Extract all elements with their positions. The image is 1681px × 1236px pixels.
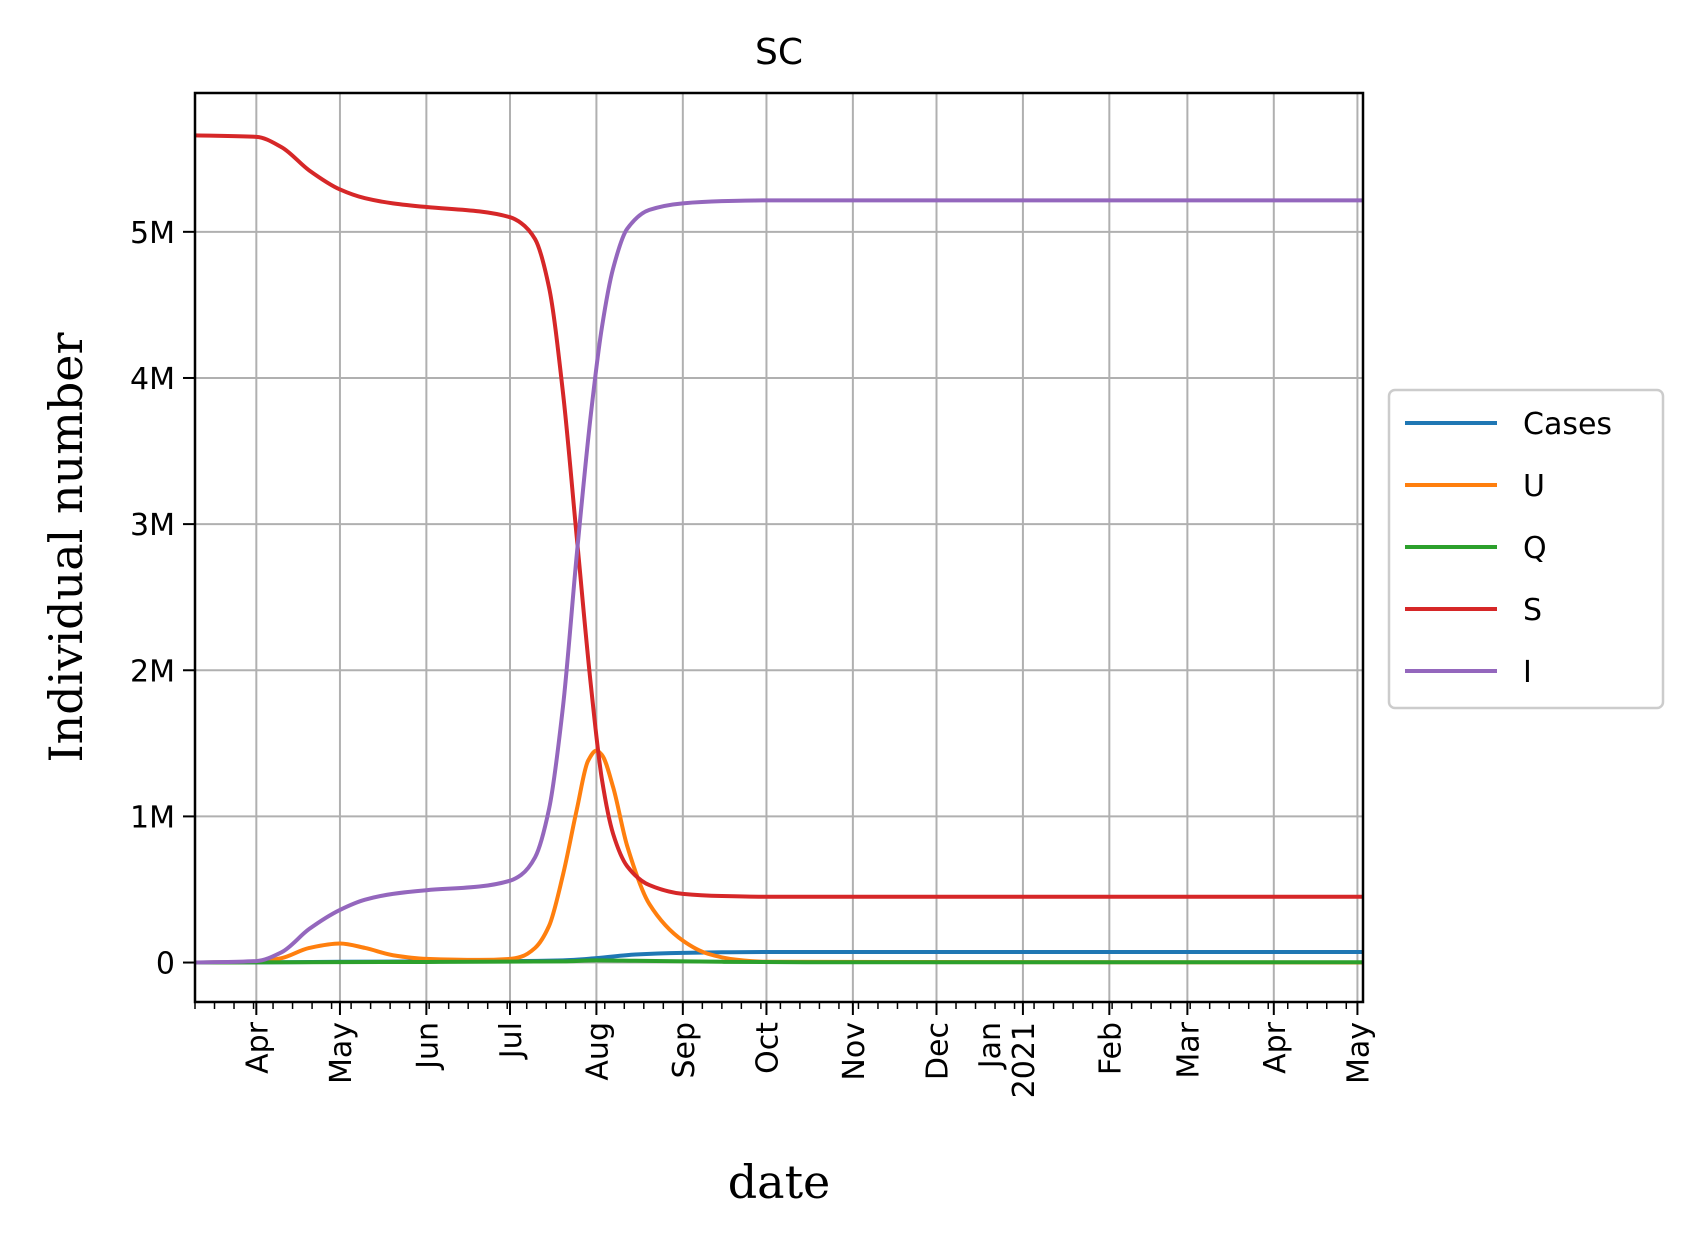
x-tick-label: Feb (1093, 1022, 1128, 1075)
x-tick-label-line: May (1341, 1022, 1376, 1084)
legend-label: I (1523, 655, 1532, 690)
x-tick-label-line: May (324, 1022, 359, 1084)
x-tick-label: Apr (1258, 1021, 1293, 1074)
x-axis-title: date (728, 1155, 831, 1209)
series-layer (195, 133, 1363, 965)
x-tick-label-line: Jan (973, 1022, 1008, 1070)
y-axis-title: Individual number (39, 332, 93, 762)
x-tick-label-line: Feb (1093, 1022, 1128, 1075)
legend-label: S (1523, 593, 1542, 628)
x-tick-label: Jun (410, 1022, 445, 1071)
y-axis: 0 1M 2M 3M 4M 5M (130, 216, 195, 982)
x-tick-label: Oct (750, 1022, 785, 1074)
x-tick-label-line: Aug (580, 1022, 615, 1081)
series-line-q (195, 958, 1363, 965)
legend-label: Q (1523, 531, 1547, 566)
x-tick-label: Jul (494, 1022, 529, 1060)
legend-label: U (1523, 469, 1545, 504)
y-tick-label: 0 (156, 947, 175, 982)
y-tick-label: 5M (130, 216, 175, 251)
series-line-i (195, 198, 1363, 965)
y-tick-label: 1M (130, 800, 175, 835)
x-tick-label-line: Apr (240, 1021, 275, 1074)
x-tick-label-line: Apr (1258, 1021, 1293, 1074)
x-tick-label: May (1341, 1022, 1376, 1084)
plot-frame (193, 91, 1365, 1004)
x-tick-label-line: Jun (410, 1022, 445, 1071)
series-line-s (195, 133, 1363, 899)
x-tick-label: Mar (1171, 1021, 1206, 1078)
x-tick-label-line: Dec (920, 1022, 955, 1080)
y-tick-label: 3M (130, 508, 175, 543)
x-tick-label: May (324, 1022, 359, 1084)
x-tick-label-line: Sep (667, 1022, 702, 1079)
chart-title: SC (755, 32, 803, 73)
x-tick-label: Apr (240, 1021, 275, 1074)
x-tick-label: Dec (920, 1022, 955, 1080)
x-tick-label-line: Jul (494, 1022, 529, 1060)
y-tick-label: 4M (130, 362, 175, 397)
y-tick-label: 2M (130, 654, 175, 689)
series-line-u (195, 748, 1363, 965)
x-tick-label-line: Mar (1171, 1021, 1206, 1078)
x-axis: Apr May Jun Jul Aug Sep Oct Nov Dec Jan 2021 Feb Mar… (194, 1002, 1376, 1098)
legend-label: Cases (1523, 407, 1612, 442)
legend-box (1387, 388, 1665, 710)
x-tick-label-line: Nov (837, 1022, 872, 1081)
x-tick-label: Jan 2021 (973, 1022, 1042, 1098)
x-tick-label-line: 2021 (1007, 1022, 1042, 1098)
x-tick-label: Sep (667, 1022, 702, 1079)
x-tick-label-line: Oct (750, 1022, 785, 1074)
x-tick-label: Aug (580, 1022, 615, 1081)
x-tick-label: Nov (837, 1022, 872, 1081)
